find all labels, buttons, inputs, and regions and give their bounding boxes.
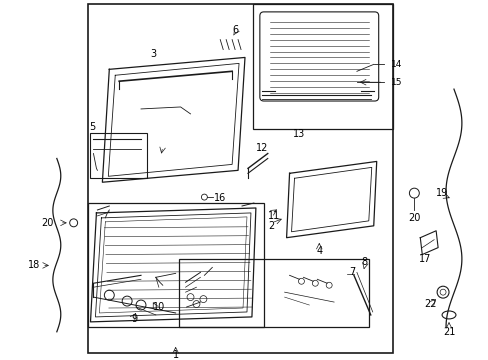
Text: 6: 6 bbox=[231, 25, 238, 35]
Text: 18: 18 bbox=[28, 260, 40, 270]
Text: 20: 20 bbox=[41, 218, 54, 228]
Text: 7: 7 bbox=[348, 267, 354, 277]
Text: 4: 4 bbox=[316, 246, 322, 256]
Text: 8: 8 bbox=[361, 257, 367, 267]
Text: 3: 3 bbox=[149, 49, 156, 59]
Bar bbox=[87, 203, 263, 327]
Text: 12: 12 bbox=[255, 143, 267, 153]
Text: 16: 16 bbox=[214, 193, 226, 203]
Text: 5: 5 bbox=[89, 122, 96, 132]
Text: 22: 22 bbox=[423, 299, 436, 309]
Text: 13: 13 bbox=[293, 129, 305, 139]
Text: 9: 9 bbox=[131, 314, 137, 324]
Text: 20: 20 bbox=[407, 213, 420, 223]
Bar bbox=[87, 4, 392, 352]
Bar bbox=[178, 260, 368, 327]
Text: 21: 21 bbox=[442, 327, 454, 337]
Text: 1: 1 bbox=[172, 350, 179, 360]
Text: 10: 10 bbox=[153, 302, 165, 312]
Text: 19: 19 bbox=[435, 188, 447, 198]
Text: 11: 11 bbox=[267, 211, 280, 221]
Text: 15: 15 bbox=[390, 78, 401, 87]
Bar bbox=[252, 4, 392, 129]
Bar bbox=[89, 133, 147, 178]
Text: 17: 17 bbox=[418, 255, 430, 265]
Text: 14: 14 bbox=[390, 60, 401, 69]
Text: 2: 2 bbox=[267, 221, 273, 231]
